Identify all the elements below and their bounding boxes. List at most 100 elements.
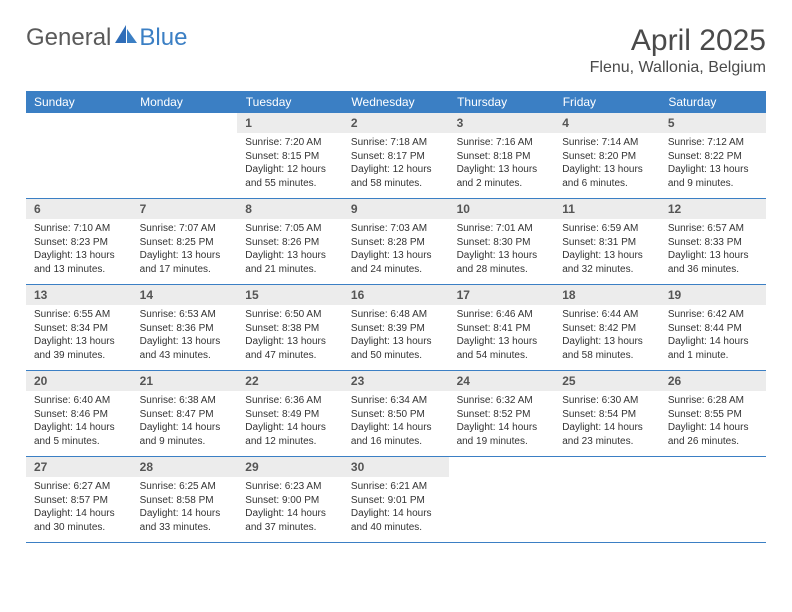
- sunset-text: Sunset: 9:00 PM: [245, 494, 335, 508]
- day-number: 12: [660, 199, 766, 219]
- sunset-text: Sunset: 8:26 PM: [245, 236, 335, 250]
- weekday-header: Thursday: [449, 91, 555, 113]
- sunset-text: Sunset: 8:23 PM: [34, 236, 124, 250]
- daylight-text: Daylight: 13 hours and 50 minutes.: [351, 335, 441, 362]
- sunrise-text: Sunrise: 6:32 AM: [457, 394, 547, 408]
- day-number: 19: [660, 285, 766, 305]
- day-number: 15: [237, 285, 343, 305]
- sunset-text: Sunset: 8:25 PM: [140, 236, 230, 250]
- calendar-cell: [660, 457, 766, 543]
- weekday-header: Monday: [132, 91, 238, 113]
- day-info: Sunrise: 6:25 AMSunset: 8:58 PMDaylight:…: [132, 477, 238, 542]
- sunset-text: Sunset: 8:57 PM: [34, 494, 124, 508]
- day-number: 3: [449, 113, 555, 133]
- sunrise-text: Sunrise: 7:03 AM: [351, 222, 441, 236]
- sunset-text: Sunset: 8:55 PM: [668, 408, 758, 422]
- sunset-text: Sunset: 8:20 PM: [562, 150, 652, 164]
- daylight-text: Daylight: 13 hours and 36 minutes.: [668, 249, 758, 276]
- daylight-text: Daylight: 14 hours and 30 minutes.: [34, 507, 124, 534]
- day-info: Sunrise: 6:42 AMSunset: 8:44 PMDaylight:…: [660, 305, 766, 370]
- sunrise-text: Sunrise: 7:18 AM: [351, 136, 441, 150]
- sunset-text: Sunset: 8:22 PM: [668, 150, 758, 164]
- day-info: Sunrise: 7:16 AMSunset: 8:18 PMDaylight:…: [449, 133, 555, 198]
- day-info: Sunrise: 7:05 AMSunset: 8:26 PMDaylight:…: [237, 219, 343, 284]
- sunrise-text: Sunrise: 7:10 AM: [34, 222, 124, 236]
- calendar-cell: 21Sunrise: 6:38 AMSunset: 8:47 PMDayligh…: [132, 371, 238, 457]
- calendar-week-row: 20Sunrise: 6:40 AMSunset: 8:46 PMDayligh…: [26, 371, 766, 457]
- day-info: Sunrise: 6:59 AMSunset: 8:31 PMDaylight:…: [554, 219, 660, 284]
- sunset-text: Sunset: 8:49 PM: [245, 408, 335, 422]
- daylight-text: Daylight: 13 hours and 13 minutes.: [34, 249, 124, 276]
- sunrise-text: Sunrise: 7:20 AM: [245, 136, 335, 150]
- day-info: Sunrise: 7:18 AMSunset: 8:17 PMDaylight:…: [343, 133, 449, 198]
- daylight-text: Daylight: 12 hours and 55 minutes.: [245, 163, 335, 190]
- logo-sail-icon: [113, 24, 137, 52]
- calendar-cell: 11Sunrise: 6:59 AMSunset: 8:31 PMDayligh…: [554, 199, 660, 285]
- daylight-text: Daylight: 13 hours and 9 minutes.: [668, 163, 758, 190]
- daylight-text: Daylight: 13 hours and 17 minutes.: [140, 249, 230, 276]
- weekday-header: Tuesday: [237, 91, 343, 113]
- sunset-text: Sunset: 8:31 PM: [562, 236, 652, 250]
- day-info: Sunrise: 6:38 AMSunset: 8:47 PMDaylight:…: [132, 391, 238, 456]
- sunset-text: Sunset: 8:33 PM: [668, 236, 758, 250]
- sunrise-text: Sunrise: 6:46 AM: [457, 308, 547, 322]
- sunrise-text: Sunrise: 6:40 AM: [34, 394, 124, 408]
- daylight-text: Daylight: 13 hours and 54 minutes.: [457, 335, 547, 362]
- sunrise-text: Sunrise: 7:12 AM: [668, 136, 758, 150]
- daylight-text: Daylight: 14 hours and 40 minutes.: [351, 507, 441, 534]
- daylight-text: Daylight: 12 hours and 58 minutes.: [351, 163, 441, 190]
- calendar-cell: 6Sunrise: 7:10 AMSunset: 8:23 PMDaylight…: [26, 199, 132, 285]
- day-info: Sunrise: 7:03 AMSunset: 8:28 PMDaylight:…: [343, 219, 449, 284]
- calendar-cell: 7Sunrise: 7:07 AMSunset: 8:25 PMDaylight…: [132, 199, 238, 285]
- day-info: Sunrise: 7:10 AMSunset: 8:23 PMDaylight:…: [26, 219, 132, 284]
- sunrise-text: Sunrise: 6:27 AM: [34, 480, 124, 494]
- sunrise-text: Sunrise: 6:42 AM: [668, 308, 758, 322]
- sunrise-text: Sunrise: 7:07 AM: [140, 222, 230, 236]
- day-info: Sunrise: 6:30 AMSunset: 8:54 PMDaylight:…: [554, 391, 660, 456]
- day-number: 7: [132, 199, 238, 219]
- sunrise-text: Sunrise: 6:53 AM: [140, 308, 230, 322]
- day-number: 23: [343, 371, 449, 391]
- calendar-body: 1Sunrise: 7:20 AMSunset: 8:15 PMDaylight…: [26, 113, 766, 543]
- calendar-cell: 8Sunrise: 7:05 AMSunset: 8:26 PMDaylight…: [237, 199, 343, 285]
- calendar-cell: 12 Sunrise: 6:57 AMSunset: 8:33 PMDayligh…: [660, 199, 766, 285]
- day-number: 18: [554, 285, 660, 305]
- day-number: 25: [554, 371, 660, 391]
- sunset-text: Sunset: 8:44 PM: [668, 322, 758, 336]
- calendar-cell: 5Sunrise: 7:12 AMSunset: 8:22 PMDaylight…: [660, 113, 766, 199]
- sunset-text: Sunset: 8:38 PM: [245, 322, 335, 336]
- calendar-cell: [449, 457, 555, 543]
- weekday-header: Wednesday: [343, 91, 449, 113]
- header: General Blue April 2025 Flenu, Wallonia,…: [26, 24, 766, 77]
- day-number: 22: [237, 371, 343, 391]
- day-info: Sunrise: 6:55 AMSunset: 8:34 PMDaylight:…: [26, 305, 132, 370]
- calendar-cell: 15Sunrise: 6:50 AMSunset: 8:38 PMDayligh…: [237, 285, 343, 371]
- day-info: Sunrise: 6:53 AMSunset: 8:36 PMDaylight:…: [132, 305, 238, 370]
- sunrise-text: Sunrise: 6:44 AM: [562, 308, 652, 322]
- daylight-text: Daylight: 14 hours and 23 minutes.: [562, 421, 652, 448]
- day-info: Sunrise: 6:36 AMSunset: 8:49 PMDaylight:…: [237, 391, 343, 456]
- sunset-text: Sunset: 8:58 PM: [140, 494, 230, 508]
- calendar-week-row: 6Sunrise: 7:10 AMSunset: 8:23 PMDaylight…: [26, 199, 766, 285]
- daylight-text: Daylight: 14 hours and 5 minutes.: [34, 421, 124, 448]
- day-number: 21: [132, 371, 238, 391]
- calendar-cell: 2Sunrise: 7:18 AMSunset: 8:17 PMDaylight…: [343, 113, 449, 199]
- sunrise-text: Sunrise: 6:36 AM: [245, 394, 335, 408]
- daylight-text: Daylight: 13 hours and 32 minutes.: [562, 249, 652, 276]
- day-number: 26: [660, 371, 766, 391]
- daylight-text: Daylight: 14 hours and 9 minutes.: [140, 421, 230, 448]
- sunrise-text: Sunrise: 6:28 AM: [668, 394, 758, 408]
- sunrise-text: Sunrise: 7:05 AM: [245, 222, 335, 236]
- calendar-week-row: 13Sunrise: 6:55 AMSunset: 8:34 PMDayligh…: [26, 285, 766, 371]
- sunrise-text: Sunrise: 6:59 AM: [562, 222, 652, 236]
- daylight-text: Daylight: 13 hours and 58 minutes.: [562, 335, 652, 362]
- calendar-cell: 20Sunrise: 6:40 AMSunset: 8:46 PMDayligh…: [26, 371, 132, 457]
- daylight-text: Daylight: 14 hours and 26 minutes.: [668, 421, 758, 448]
- day-info: Sunrise: 7:07 AMSunset: 8:25 PMDaylight:…: [132, 219, 238, 284]
- sunset-text: Sunset: 8:18 PM: [457, 150, 547, 164]
- sunrise-text: Sunrise: 6:38 AM: [140, 394, 230, 408]
- calendar-cell: 3Sunrise: 7:16 AMSunset: 8:18 PMDaylight…: [449, 113, 555, 199]
- sunset-text: Sunset: 8:39 PM: [351, 322, 441, 336]
- sunrise-text: Sunrise: 6:57 AM: [668, 222, 758, 236]
- sunrise-text: Sunrise: 6:50 AM: [245, 308, 335, 322]
